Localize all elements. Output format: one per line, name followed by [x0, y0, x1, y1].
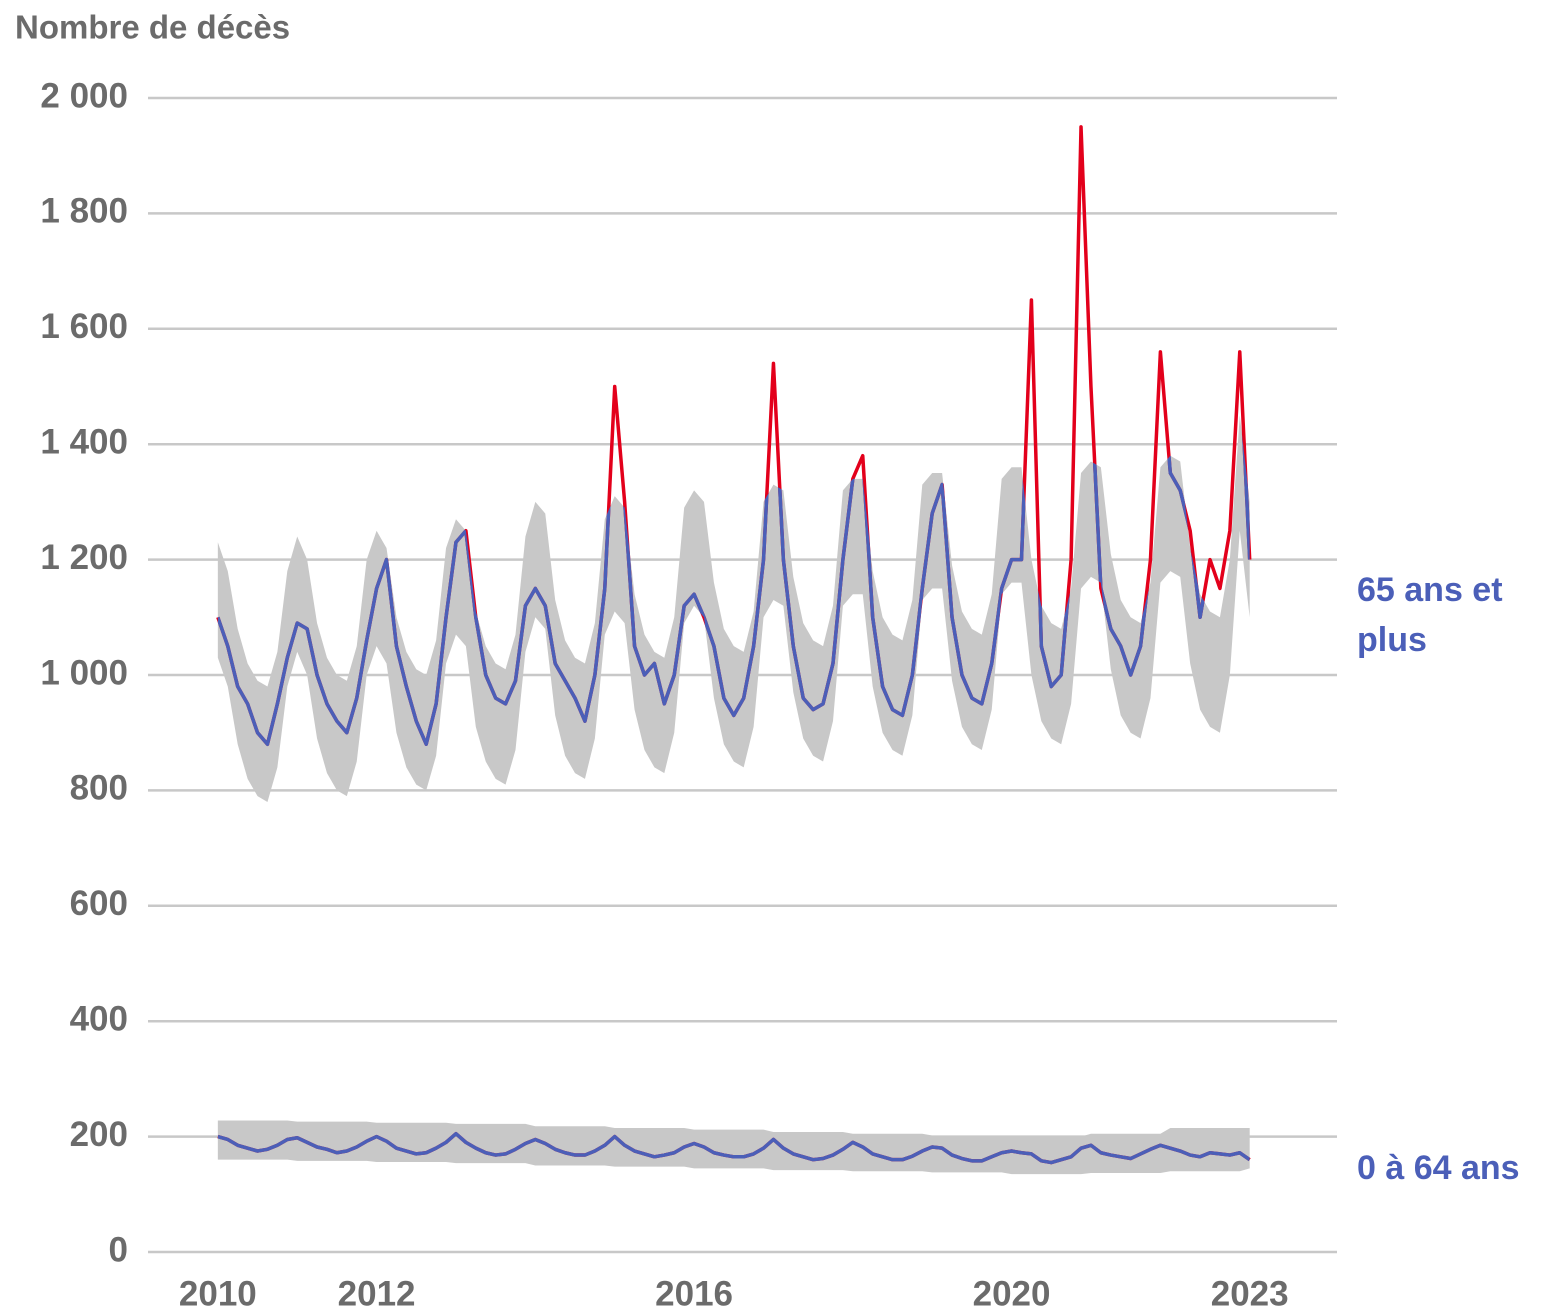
y-tick-label: 400	[70, 999, 128, 1038]
y-tick-label: 800	[70, 769, 128, 808]
confidence-band	[217, 1120, 1250, 1175]
series-label: 65 ans et plus	[1357, 571, 1503, 659]
x-tick-label: 2016	[655, 1274, 733, 1313]
y-tick-label: 600	[70, 884, 128, 923]
y-tick-label: 200	[70, 1115, 128, 1154]
series-label: 0 à 64 ans	[1357, 1149, 1520, 1187]
x-tick-label: 2010	[179, 1274, 257, 1313]
x-tick-label: 2023	[1211, 1274, 1289, 1313]
series-line	[217, 415, 1250, 746]
y-tick-label: 0	[109, 1230, 128, 1269]
y-tick-label: 1 200	[40, 538, 128, 577]
y-tick-label: 2 000	[40, 76, 128, 115]
y-tick-label: 1 000	[40, 653, 128, 692]
confidence-band	[217, 415, 1250, 802]
y-tick-label: 1 400	[40, 422, 128, 461]
y-tick-label: 1 600	[40, 307, 128, 346]
y-axis-title: Nombre de décès	[15, 9, 290, 46]
series-line	[217, 1131, 1250, 1165]
x-tick-label: 2020	[973, 1274, 1051, 1313]
x-tick-label: 2012	[338, 1274, 416, 1313]
y-tick-label: 1 800	[40, 192, 128, 231]
